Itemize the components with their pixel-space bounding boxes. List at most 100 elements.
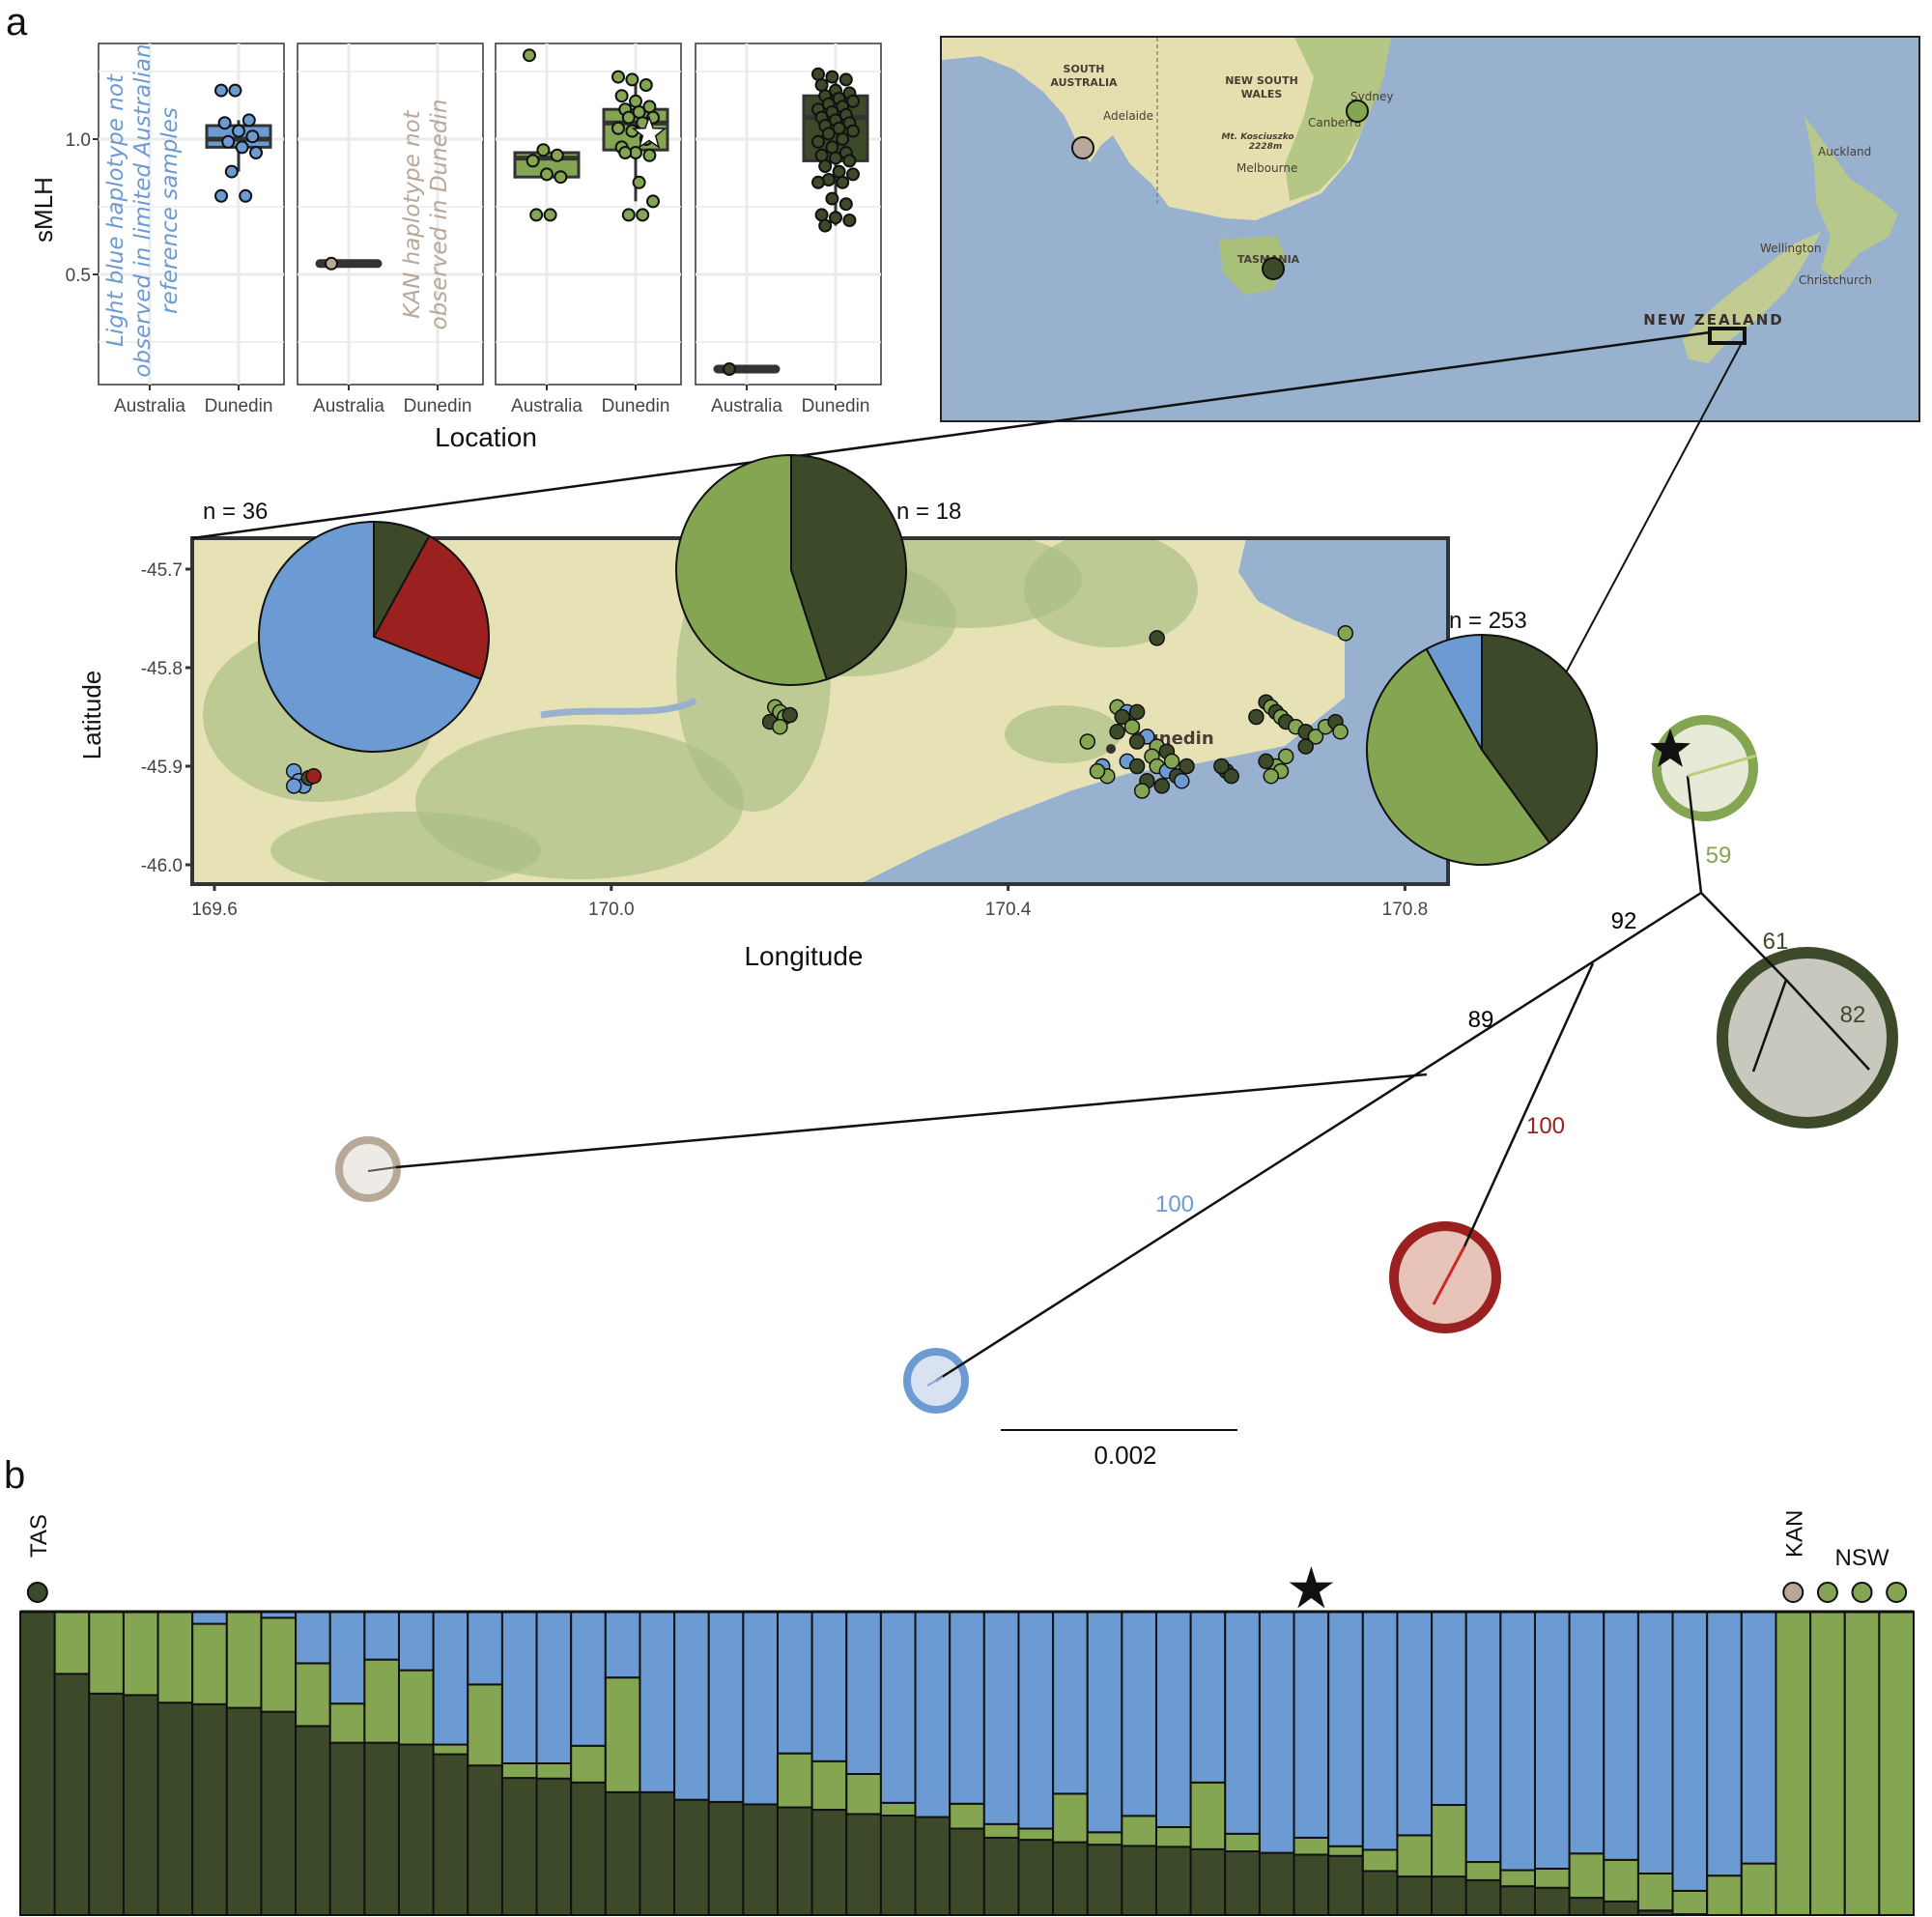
bar-segment-blue	[1155, 1611, 1192, 1828]
structure-bar	[1464, 1611, 1502, 1917]
bar-segment-light_green	[1361, 1848, 1399, 1873]
data-point	[636, 208, 650, 222]
bar-segment-blue	[1017, 1611, 1055, 1830]
panel-frame	[495, 43, 682, 386]
data-point	[224, 164, 239, 179]
bar-segment-light_green	[949, 1802, 985, 1830]
x-tick-label: Australia	[114, 396, 185, 416]
sample-point	[1332, 724, 1349, 740]
bar-segment-dark_green	[707, 1800, 745, 1917]
label-kosciuszko: 2228m	[1249, 142, 1282, 152]
data-point	[239, 188, 253, 203]
bar-segment-light_green	[1086, 1831, 1123, 1846]
bar-segment-dark_green	[742, 1803, 780, 1917]
bar-segment-dark_green	[879, 1815, 917, 1917]
structure-bar	[1189, 1611, 1227, 1917]
pie-chart: n = 18	[675, 453, 961, 686]
data-point	[838, 197, 853, 212]
data-point	[811, 175, 825, 189]
sample-point	[1163, 753, 1180, 770]
bar-segment-blue	[1464, 1611, 1502, 1864]
bar-segment-light_green	[1843, 1611, 1881, 1916]
data-point	[523, 48, 536, 63]
data-point	[217, 116, 232, 130]
label-nsw: NEW SOUTH	[1225, 74, 1298, 87]
data-point	[818, 159, 833, 173]
bar-segment-dark_green	[19, 1611, 56, 1916]
bar-segment-dark_green	[1464, 1878, 1502, 1917]
label-nsw: NSW	[1835, 1545, 1889, 1571]
bar-segment-light_green	[1603, 1858, 1639, 1903]
pie-slice	[1425, 633, 1483, 751]
bar-segment-light_green	[53, 1611, 91, 1675]
bar-segment-dark_green	[1568, 1897, 1605, 1917]
structure-bar	[604, 1611, 641, 1916]
data-point	[836, 175, 850, 189]
x-tick-label: Dunedin	[802, 396, 870, 416]
structure-bar	[156, 1611, 194, 1916]
structure-bar	[1293, 1611, 1330, 1917]
y-tick-label: -45.9	[141, 758, 183, 778]
data-point	[249, 146, 263, 159]
bar-segment-dark_green	[500, 1777, 538, 1917]
structure-bar	[398, 1611, 435, 1916]
panel-label-a: a	[6, 1, 28, 43]
bar-segment-light_green	[1809, 1611, 1846, 1916]
structure-bar	[1431, 1611, 1467, 1916]
data-point	[214, 83, 228, 98]
clade-circle-tan	[335, 1136, 401, 1202]
label-nsw: WALES	[1241, 88, 1283, 100]
bar-segment-light_green	[467, 1683, 503, 1767]
data-point	[540, 167, 554, 182]
bar-segment-blue	[1671, 1611, 1709, 1892]
bar-segment-blue	[191, 1611, 228, 1625]
bar-segment-dark_green	[156, 1702, 194, 1916]
data-point	[529, 208, 544, 222]
structure-bar	[879, 1611, 917, 1917]
dunedin-marker	[1106, 744, 1116, 754]
sample-point	[1114, 708, 1130, 726]
structure-bar	[949, 1611, 985, 1917]
bar-segment-blue	[639, 1611, 676, 1793]
terrain	[1005, 705, 1121, 763]
bar-segment-blue	[1603, 1611, 1639, 1861]
bar-segment-light_green	[225, 1611, 263, 1709]
label-south-australia: AUSTRALIA	[1050, 76, 1118, 89]
bar-segment-light_green	[777, 1752, 813, 1809]
sample-point	[1248, 708, 1264, 726]
bar-segment-dark_green	[1327, 1854, 1364, 1917]
bar-segment-dark_green	[1052, 1841, 1089, 1917]
bar-segment-light_green	[1431, 1804, 1467, 1878]
bar-segment-blue	[432, 1611, 469, 1746]
data-point	[221, 134, 236, 149]
star-icon	[1289, 1566, 1334, 1609]
sample-point	[1263, 767, 1280, 785]
x-tick-label: Australia	[511, 396, 582, 416]
bar-segment-blue	[1086, 1611, 1123, 1834]
bar-segment-blue	[1636, 1611, 1674, 1874]
pie-chart: n = 36	[203, 499, 490, 753]
sample-point	[1079, 733, 1096, 750]
bar-segment-blue	[1052, 1611, 1089, 1795]
data-point	[526, 154, 540, 168]
sample-marker	[1886, 1582, 1908, 1603]
y-tick-label: 0.5	[66, 266, 91, 286]
structure-bar	[1017, 1611, 1055, 1917]
bar-segment-light_green	[1636, 1872, 1674, 1912]
bar-segment-dark_green	[810, 1809, 848, 1916]
structure-bar	[328, 1611, 366, 1916]
tree-branch	[1686, 775, 1703, 894]
support-value: 82	[1840, 1002, 1866, 1028]
bar-segment-blue	[604, 1611, 641, 1679]
data-point	[829, 211, 842, 225]
bar-segment-light_green	[810, 1760, 848, 1812]
bar-segment-light_green	[191, 1622, 228, 1705]
tree-branch	[1785, 979, 1870, 1071]
structure-bar	[1155, 1611, 1192, 1916]
data-point	[838, 72, 853, 87]
bar-segment-dark_green	[328, 1741, 366, 1916]
phylogenetic-tree: 59 61 82 92 89 100 100 0.002	[335, 715, 1898, 1470]
structure-bar	[1809, 1611, 1846, 1916]
x-tick-label: 170.8	[1382, 900, 1429, 920]
